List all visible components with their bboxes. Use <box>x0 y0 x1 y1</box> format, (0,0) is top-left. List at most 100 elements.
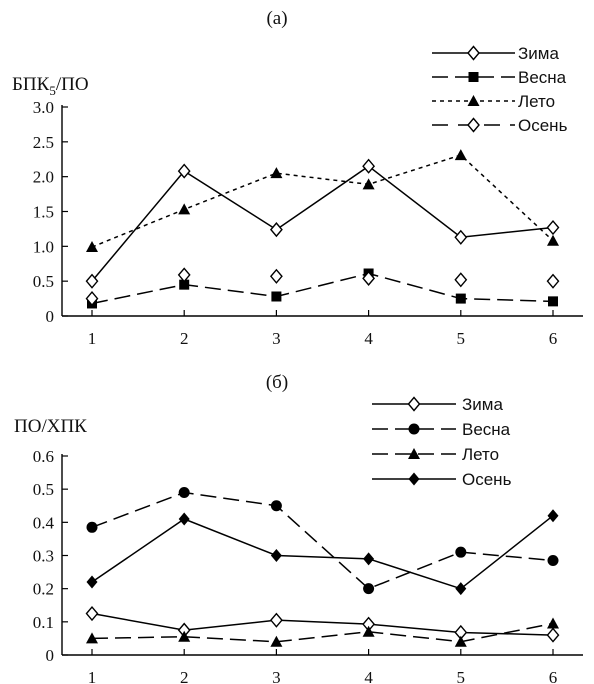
x-tick-label: 6 <box>549 329 558 348</box>
y-tick-label: 2.5 <box>33 133 54 152</box>
data-point <box>547 554 559 566</box>
data-point <box>178 630 191 642</box>
y-axis-label-main: БПК <box>12 74 50 95</box>
series-4 <box>86 509 559 596</box>
panel-label: (а) <box>266 8 287 29</box>
data-point <box>177 267 191 283</box>
y-tick-label: 0.1 <box>33 613 54 632</box>
data-point <box>85 605 99 622</box>
data-point <box>85 273 99 289</box>
y-tick-label: 0.2 <box>33 580 54 599</box>
series-line <box>91 165 554 282</box>
data-point <box>546 219 560 236</box>
data-point <box>270 500 282 512</box>
y-axis-label-tail: /ПО <box>56 74 89 95</box>
legend-marker <box>408 472 420 486</box>
y-tick-label: 3.0 <box>33 98 54 117</box>
y-tick-label: 0.3 <box>33 547 54 566</box>
y-axis-label: БПК5/ПО <box>12 74 89 98</box>
y-axis-label-subscript: 5 <box>49 83 56 98</box>
x-tick-label: 1 <box>88 329 97 348</box>
x-tick-label: 4 <box>364 668 373 684</box>
data-point <box>546 273 560 289</box>
y-tick-label: 0.6 <box>33 447 54 466</box>
data-point <box>269 612 283 628</box>
series-line <box>91 515 554 590</box>
series-2 <box>86 486 559 595</box>
data-point <box>363 552 375 566</box>
x-tick-label: 2 <box>180 329 189 348</box>
data-point <box>362 270 376 286</box>
x-tick-label: 1 <box>88 668 97 684</box>
legend-marker <box>468 72 479 82</box>
legend-marker <box>408 423 420 435</box>
series-1 <box>85 605 560 643</box>
y-tick-label: 0.5 <box>33 272 54 291</box>
data-point <box>179 279 190 290</box>
legend-label: Осень <box>462 470 512 489</box>
x-tick-label: 5 <box>457 329 466 348</box>
data-point <box>269 268 283 284</box>
data-point <box>362 158 376 174</box>
data-point <box>86 521 98 533</box>
data-point <box>548 296 558 307</box>
data-point <box>454 229 468 245</box>
series-line <box>91 612 554 636</box>
x-tick-label: 3 <box>272 329 281 348</box>
series-1 <box>85 158 560 289</box>
legend-marker <box>467 95 480 106</box>
data-point <box>362 625 375 637</box>
data-point <box>454 272 468 288</box>
y-tick-label: 1.5 <box>33 203 54 222</box>
y-tick-label: 0 <box>46 307 55 326</box>
legend-label: Весна <box>462 420 511 439</box>
data-point <box>547 234 559 246</box>
data-point <box>86 632 98 644</box>
data-point <box>86 575 98 589</box>
data-point <box>178 486 190 498</box>
legend-marker <box>467 45 480 61</box>
data-point <box>271 291 282 302</box>
series-line <box>91 272 554 305</box>
data-point <box>454 635 467 647</box>
series-2 <box>87 268 558 309</box>
series-4 <box>85 267 560 307</box>
legend-label: Осень <box>518 116 568 135</box>
data-point <box>269 222 283 238</box>
series-line <box>91 154 554 248</box>
x-tick-label: 5 <box>457 668 466 684</box>
series-line <box>91 491 554 590</box>
legend-label: Весна <box>518 68 567 87</box>
legend-marker <box>467 117 480 133</box>
series-3 <box>86 149 559 253</box>
y-axis-label: ПО/ХПК <box>14 416 87 437</box>
legend-label: Лето <box>462 445 499 464</box>
chart-panel-2: (б) ПО/ХПК 0 0.1 0.2 0.3 0.4 0.5 0.6 1 2 3 4 5 6 Зима Ве… <box>14 372 583 684</box>
data-point <box>455 582 467 596</box>
data-point <box>455 293 466 304</box>
y-tick-label: 0.4 <box>33 513 55 532</box>
series-3 <box>86 617 559 647</box>
legend-label: Зима <box>518 44 559 63</box>
data-point <box>454 149 467 161</box>
data-point <box>85 290 99 307</box>
data-point <box>363 583 375 595</box>
x-tick-label: 6 <box>549 668 558 684</box>
y-tick-label: 0.5 <box>33 480 54 499</box>
data-point <box>86 241 98 253</box>
data-point <box>270 167 283 179</box>
data-point <box>178 512 190 526</box>
data-point <box>455 546 467 558</box>
x-tick-label: 4 <box>364 329 373 348</box>
panel-label: (б) <box>266 372 288 393</box>
data-point <box>270 549 282 562</box>
legend-marker <box>408 448 420 459</box>
y-tick-label: 1.0 <box>33 237 54 256</box>
legend-label: Зима <box>462 395 503 414</box>
data-point <box>270 635 283 647</box>
legend-label: Лето <box>518 92 555 111</box>
legend-marker <box>407 396 421 412</box>
x-tick-label: 3 <box>272 668 281 684</box>
